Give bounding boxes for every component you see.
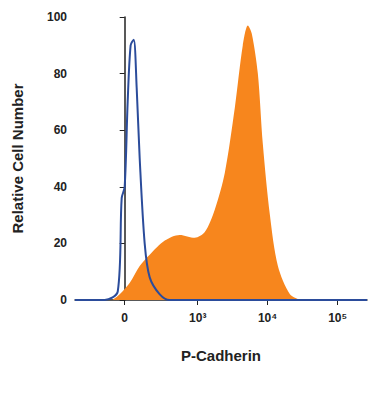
svg-text:10⁵: 10⁵ xyxy=(328,311,347,325)
svg-text:80: 80 xyxy=(54,67,68,81)
svg-text:10³: 10³ xyxy=(189,311,206,325)
svg-text:Relative Cell Number: Relative Cell Number xyxy=(9,83,26,233)
svg-text:P-Cadherin: P-Cadherin xyxy=(181,347,261,364)
svg-text:0: 0 xyxy=(60,293,67,307)
svg-text:0: 0 xyxy=(121,311,128,325)
svg-text:40: 40 xyxy=(54,180,68,194)
svg-text:100: 100 xyxy=(47,10,67,24)
svg-text:60: 60 xyxy=(54,123,68,137)
svg-text:10⁴: 10⁴ xyxy=(258,311,277,325)
svg-text:20: 20 xyxy=(54,236,68,250)
